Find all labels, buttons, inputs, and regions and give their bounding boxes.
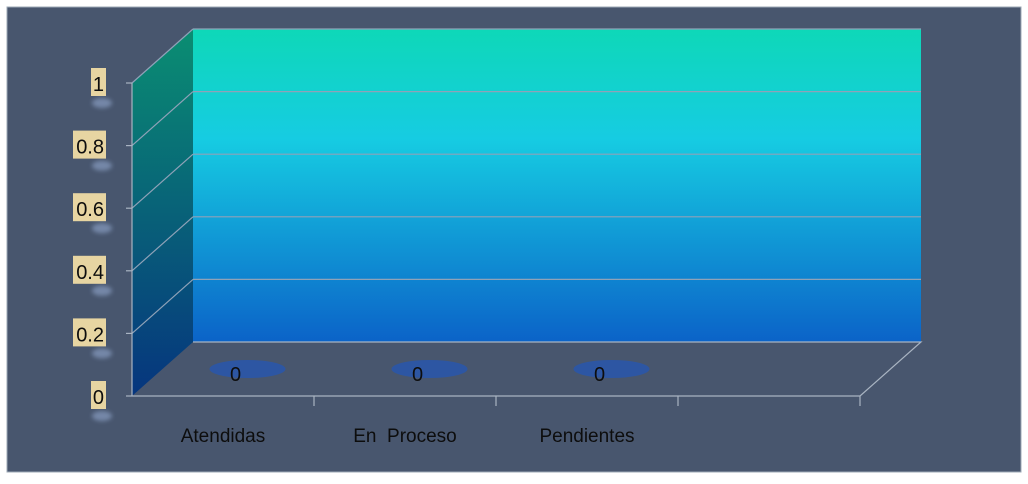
y-tick-label-bg: [91, 68, 106, 96]
y-tick-label-bg: [73, 255, 106, 284]
data-label: 0: [230, 364, 241, 386]
y-tick-label-bg: [73, 193, 106, 222]
gridline-side: [131, 91, 194, 147]
side-wall: [132, 29, 193, 396]
x-tick-label: En Proceso: [353, 426, 457, 447]
y-tick-label: 0.8: [76, 137, 104, 159]
back-wall: [193, 29, 921, 342]
y-tick-label-bg: [73, 130, 106, 159]
y-tick-label-reflection: [92, 285, 112, 296]
y-tick-label-reflection: [92, 223, 112, 234]
gridline-side: [131, 278, 194, 334]
gridline-side: [131, 153, 194, 209]
gridline-side: [131, 28, 194, 84]
bar: [391, 360, 468, 378]
y-tick-label: 0.2: [76, 324, 104, 346]
y-tick-label: 0.4: [76, 262, 104, 284]
y-tick-label-reflection: [92, 411, 112, 421]
x-tick-label: Atendidas: [181, 426, 266, 447]
data-label: 0: [594, 364, 605, 386]
data-label: 0: [412, 364, 423, 386]
bar: [573, 360, 650, 378]
gridline-side: [131, 216, 194, 272]
y-tick-label-bg: [73, 318, 106, 347]
x-tick-label: Pendientes: [539, 426, 634, 447]
y-tick-label-bg: [91, 381, 106, 409]
y-tick-label-reflection: [92, 98, 112, 108]
y-tick-label-reflection: [92, 160, 112, 171]
y-tick-label-reflection: [92, 348, 112, 359]
bar: [209, 360, 286, 378]
y-tick-label: 0.6: [76, 199, 104, 221]
y-tick-label: 0: [93, 387, 104, 409]
y-tick-label: 1: [93, 74, 104, 96]
